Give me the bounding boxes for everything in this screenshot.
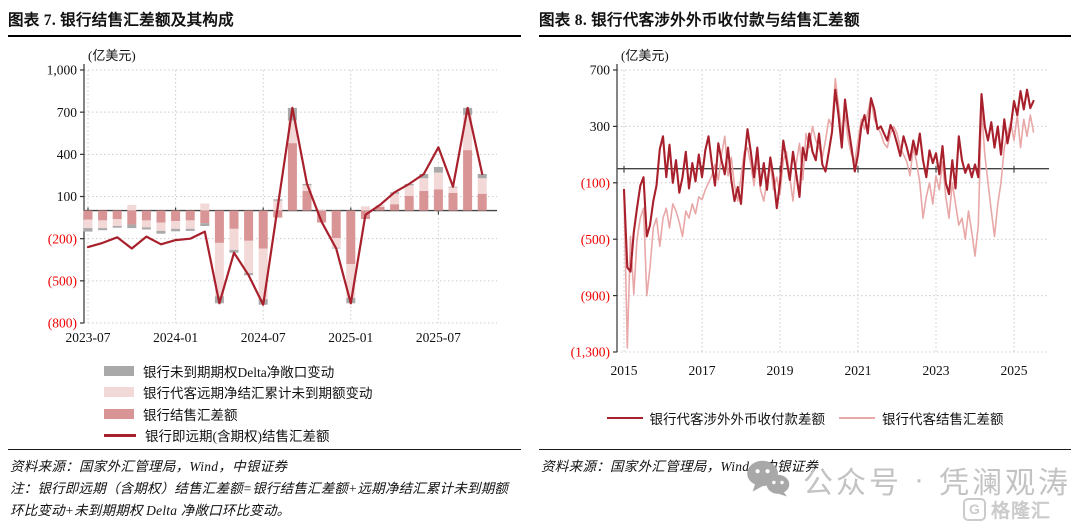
x-tick-label: 2025 xyxy=(1001,363,1028,378)
legend-label: 银行代客涉外外币收付款差额 xyxy=(649,412,826,427)
x-tick-label: 2024-01 xyxy=(153,330,198,345)
y-tick-label: 700 xyxy=(57,105,78,120)
x-tick-label: 2021 xyxy=(845,363,872,378)
legend-label: 银行代客结售汇差额 xyxy=(882,412,1004,427)
y-tick-label: (500) xyxy=(48,274,77,289)
legend-item: 银行未到期期权Delta净敞口变动 xyxy=(104,360,373,382)
legend-item: 银行代客远期净结汇累计未到期额变动 xyxy=(104,382,373,404)
x-tick-label: 2025-07 xyxy=(416,330,461,345)
legend-line-swatch xyxy=(839,416,875,420)
figure7-legend: 银行未到期期权Delta净敞口变动银行代客远期净结汇累计未到期额变动 银行结售汇差… xyxy=(104,360,373,446)
legend-item: 银行结售汇差额 xyxy=(104,403,373,425)
y-tick-label: (100) xyxy=(581,176,610,191)
legend-item: 银行代客涉外外币收付款差额 xyxy=(606,408,826,428)
x-tick-label: 2015 xyxy=(611,363,638,378)
x-tick-label: 2017 xyxy=(689,363,716,378)
legend-bar-swatch xyxy=(104,408,134,419)
legend-line-swatch xyxy=(104,433,136,437)
axis-unit-label: (亿美元) xyxy=(621,48,669,63)
legend-bar-swatch xyxy=(104,387,134,398)
figure7-divider xyxy=(8,449,521,450)
figure8-legend: 银行代客涉外外币收付款差额 银行代客结售汇差额 xyxy=(539,408,1071,428)
x-tick-label: 2024-07 xyxy=(241,330,286,345)
figure7-chart-area: 1,000 700 400 100 (200) (500) (800) 2023-07 2024… xyxy=(8,46,521,363)
x-tick-label: 2023-07 xyxy=(66,330,111,345)
figure8-panel: 图表 8. 银行代客涉外外币收付款与结售汇差额 700 300 (100) (500)… xyxy=(539,6,1071,522)
figure7-source: 资料来源：国家外汇管理局，Wind，中银证券 xyxy=(10,459,288,474)
figure7-note: 注：银行即远期（含期权）结售汇差额=银行结售汇差额+远期净结汇累计未到期额环比变… xyxy=(10,481,509,518)
watermark-separator: · xyxy=(914,463,927,496)
x-tick-label: 2019 xyxy=(767,363,794,378)
line-series xyxy=(622,88,1035,273)
watermark-account-name: 凭澜观涛 xyxy=(939,467,1071,500)
gelonghui-logo-text: 格隆汇 xyxy=(991,501,1052,522)
figure7-title: 图表 7. 银行结售汇差额及其构成 xyxy=(8,6,521,37)
y-tick-label: 1,000 xyxy=(47,63,78,78)
legend-bar-swatch xyxy=(104,365,134,376)
figure7-panel: 图表 7. 银行结售汇差额及其构成 1,000 700 400 100 (200) (50… xyxy=(8,6,521,522)
legend-label: 银行未到期期权Delta净敞口变动 xyxy=(143,364,335,380)
wechat-icon xyxy=(745,459,791,502)
legend-label: 银行代客远期净结汇累计未到期额变动 xyxy=(143,386,373,402)
axis-unit-label: (亿美元) xyxy=(88,48,136,63)
wechat-watermark: 公众号 · 凭澜观涛 xyxy=(745,458,1071,502)
y-tick-label: 100 xyxy=(57,189,78,204)
y-tick-label: (900) xyxy=(581,288,610,303)
figure8-divider xyxy=(539,449,1071,450)
figure7-plot: 1,000 700 400 100 (200) (500) (800)2023-07 2024… xyxy=(47,48,497,345)
y-tick-label: 300 xyxy=(590,119,611,134)
figure8-title: 图表 8. 银行代客涉外外币收付款与结售汇差额 xyxy=(539,6,1071,37)
watermark-account-label: 公众号 xyxy=(803,467,902,500)
figure8-chart-area: 700 300 (100) (500) (900) (1,300) 2015 2017 2019… xyxy=(539,46,1071,396)
gelonghui-logo: G 格隆汇 xyxy=(963,496,1051,523)
y-tick-label: (500) xyxy=(581,232,610,247)
legend-line-swatch xyxy=(606,416,643,420)
x-tick-label: 2025-01 xyxy=(328,330,373,345)
y-tick-label: (800) xyxy=(48,316,77,331)
x-tick-label: 2023 xyxy=(923,363,950,378)
gelonghui-logo-icon: G xyxy=(963,498,986,521)
y-tick-label: (200) xyxy=(48,231,77,246)
legend-item: 银行代客结售汇差额 xyxy=(839,408,1004,428)
line-series xyxy=(623,77,1035,349)
legend-label: 银行即远期(含期权)结售汇差额 xyxy=(145,429,330,445)
legend-item: 银行即远期(含期权)结售汇差额 xyxy=(104,425,373,447)
legend-label: 银行结售汇差额 xyxy=(143,407,238,423)
y-tick-label: (1,300) xyxy=(571,345,610,360)
y-tick-label: 700 xyxy=(590,63,611,78)
y-tick-label: 400 xyxy=(57,147,78,162)
line-series xyxy=(86,106,484,306)
figure8-plot: 700 300 (100) (500) (900) (1,300)2015 2017 2019… xyxy=(571,48,1049,378)
bar-series xyxy=(83,143,487,264)
